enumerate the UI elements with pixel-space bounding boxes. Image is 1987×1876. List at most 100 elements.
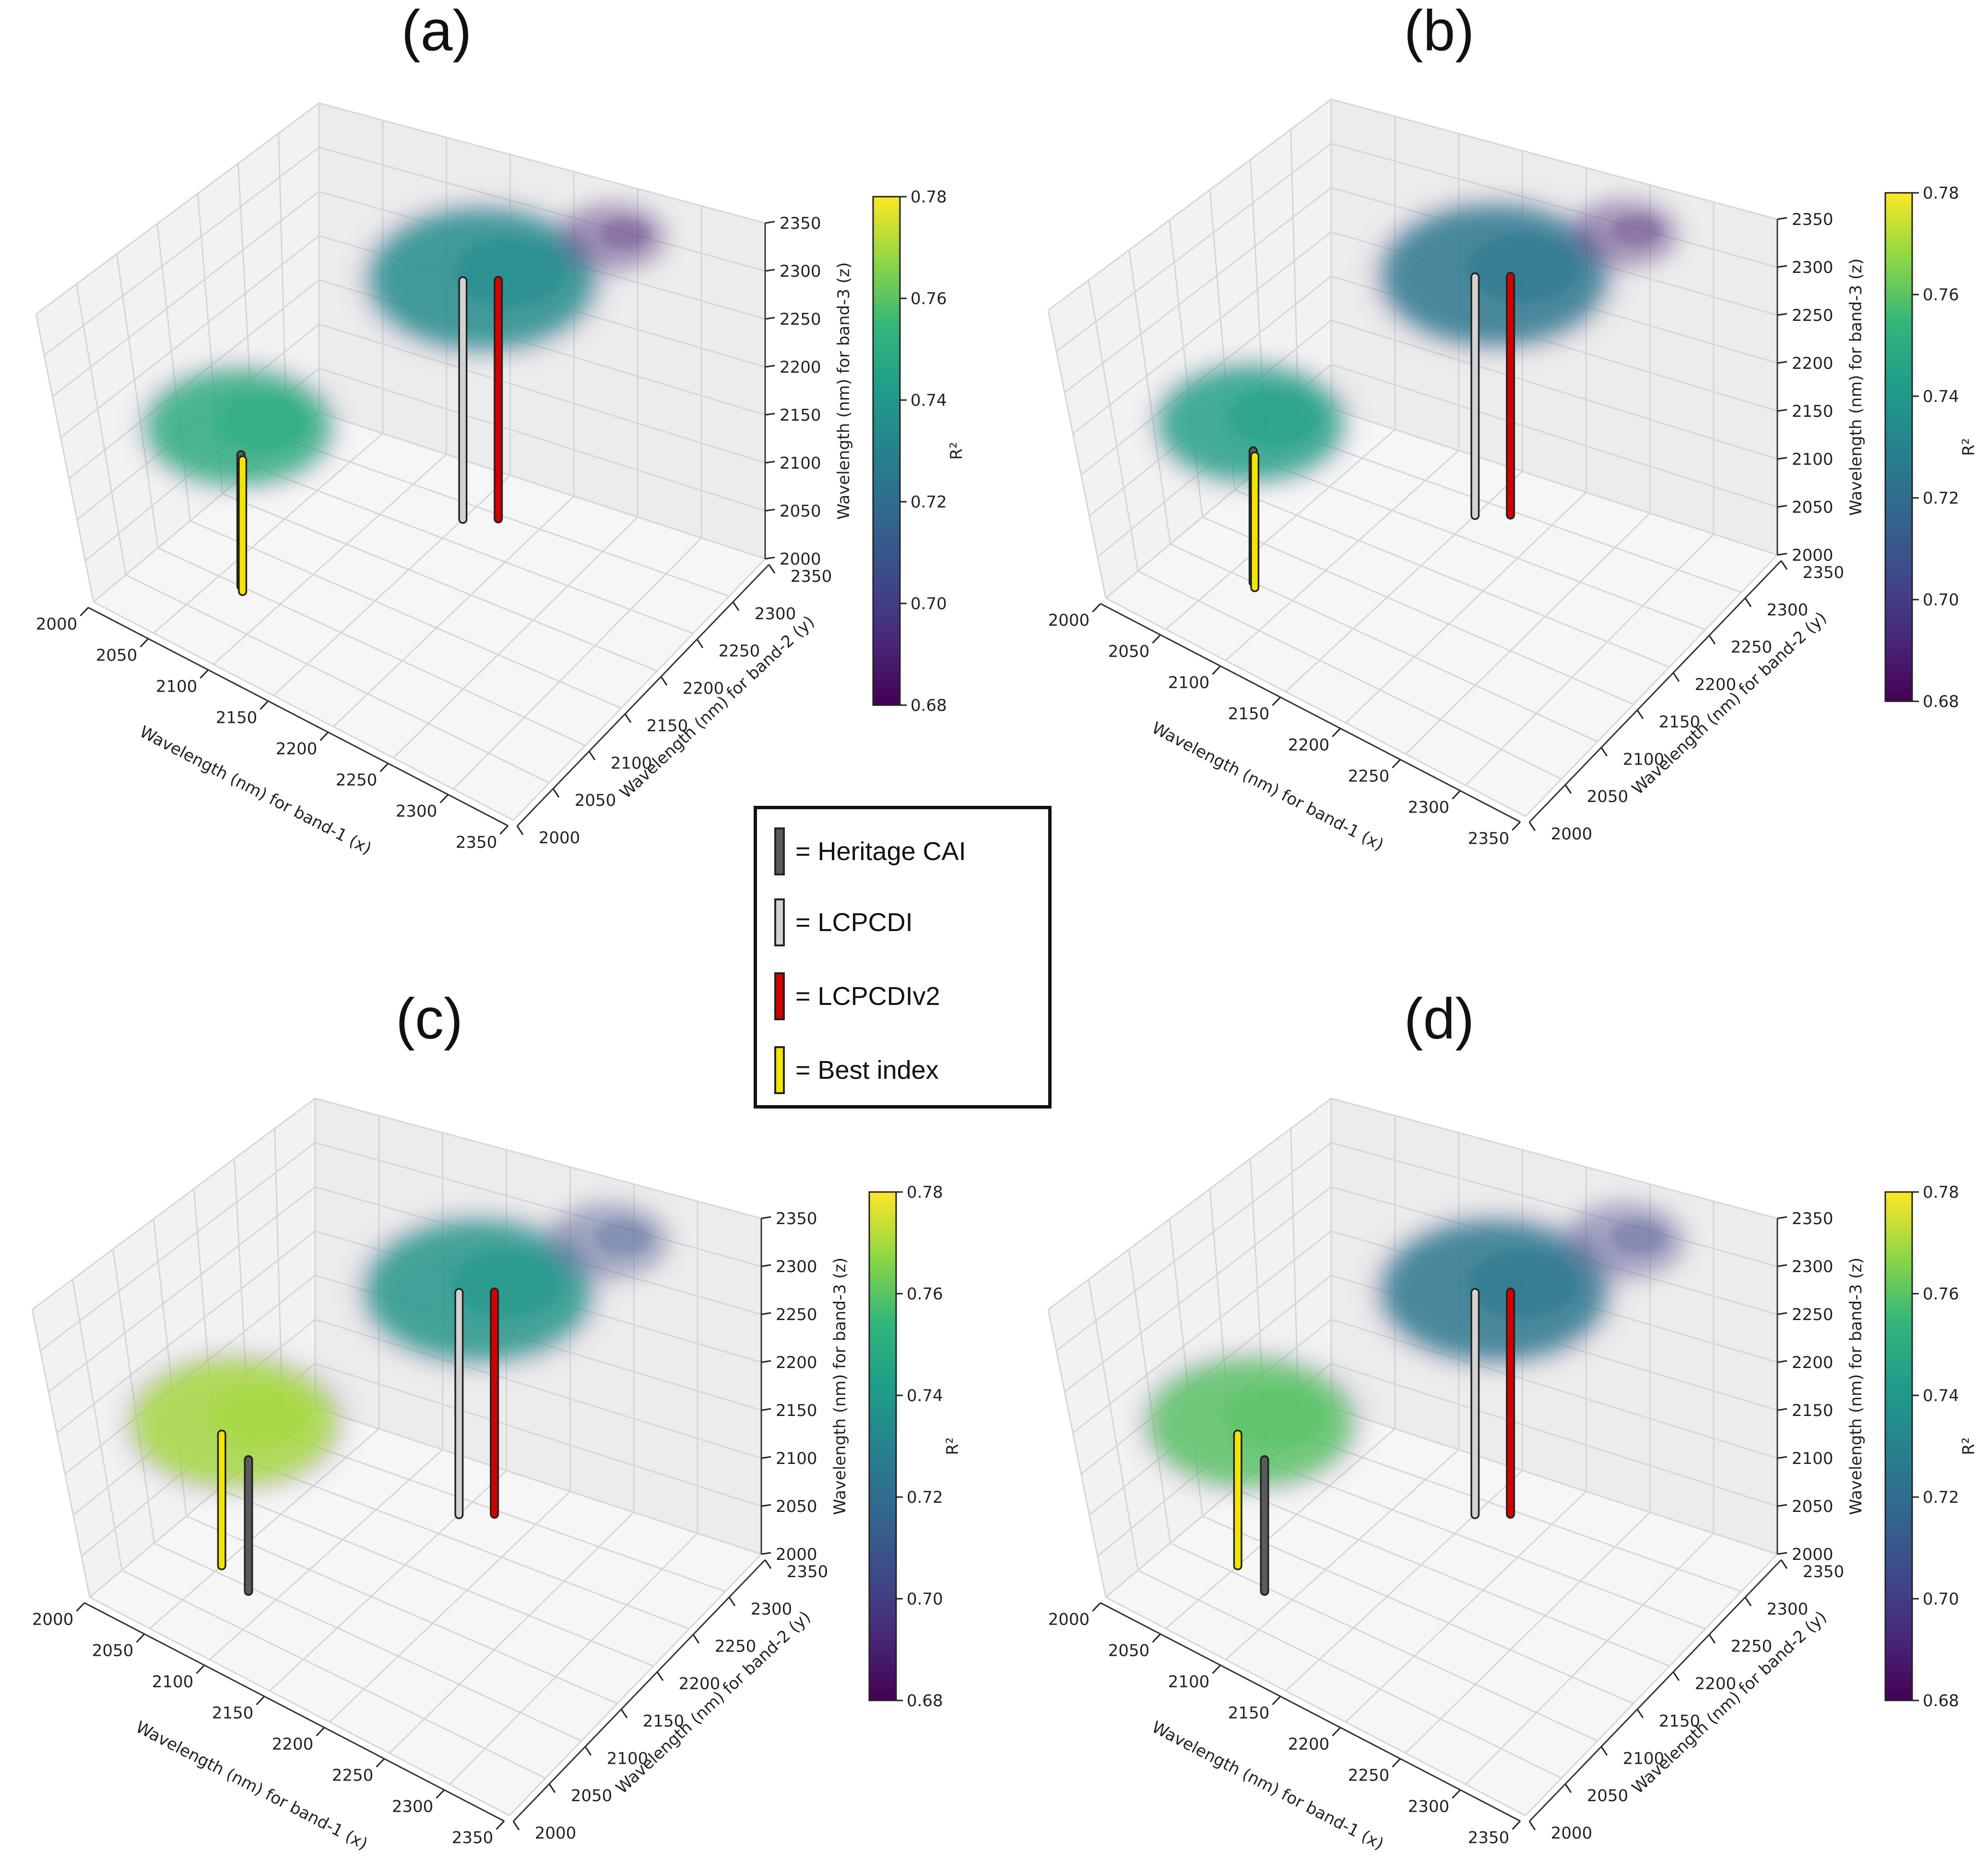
y-tick [768,564,776,574]
floor-gridline [213,454,447,665]
x-tick [1452,1789,1461,1799]
floor-gridline [125,574,550,784]
y-tick-label: 2100 [1623,750,1665,769]
colorbar-tick-label: 0.70 [907,1590,943,1609]
floor-gridline [1299,1434,1742,1593]
floor-gridline [93,601,514,821]
floor-gridline [1525,554,1778,817]
x-tick-label: 2050 [1108,1641,1150,1661]
floor-gridline [157,547,586,746]
x-tick [1332,1727,1341,1736]
x-tick [1212,1664,1221,1674]
floor-gridline [449,1533,698,1785]
x-tick-label: 2300 [396,802,438,821]
y-tick [1564,1783,1572,1793]
y-tick-label: 2200 [1695,1675,1737,1694]
floor-gridline [452,537,702,790]
y-tick [1744,1597,1752,1606]
y-tick [696,638,704,649]
z-tick [761,1552,771,1555]
y-tick [764,1559,772,1569]
legend-label-lcpcdiv2: = LCPCDIv2 [795,982,940,1011]
z-tick [765,413,775,416]
data-cluster-core [216,393,307,450]
x-tick [136,1633,145,1643]
x-tick [439,794,449,803]
floor-gridline [329,1491,571,1723]
y-tick-label: 2050 [571,1786,613,1805]
floor-gridline [315,1407,762,1555]
y-tick-label: 2150 [647,716,688,735]
floor-gridline [1285,471,1523,693]
floor-gridline [149,1428,379,1629]
z-tick [1777,265,1787,268]
floor-gridline [1331,408,1778,556]
floor-gridline [509,1553,762,1817]
y-tick-label: 2350 [791,567,832,586]
back-wall-gridline [319,323,766,464]
data-cluster-core [599,218,650,250]
z-tick [761,1312,771,1315]
back-wall-gridline [315,1097,762,1219]
y-tick-label: 2300 [751,1600,792,1619]
y-tick-label: 2350 [1803,563,1845,582]
colorbar-tick-label: 0.72 [911,493,947,512]
z-tick [761,1216,771,1219]
z-tick [1777,1408,1787,1411]
floor-gridline [389,1511,635,1754]
y-tick-label: 2250 [1731,1637,1773,1656]
floor-gridline [1234,489,1670,668]
data-cluster-core [450,1250,562,1319]
y-tick [1528,1821,1536,1830]
z-tick [1777,313,1787,316]
x-tick [140,638,149,648]
left-wall-gridline [1056,142,1332,352]
z-tick-label: 2000 [1792,1545,1833,1564]
z-tick [765,269,775,272]
floor-gridline [1405,1511,1651,1754]
x-tick [1332,728,1341,737]
x-axis-label: Wavelength (nm) for band-1 (x) [1148,719,1387,855]
colorbar-tick-label: 0.70 [1923,1590,1959,1609]
data-cluster-core [1610,1220,1667,1255]
floor-gridline [283,1434,726,1593]
y-tick [1780,1559,1788,1569]
x-tick [196,1664,205,1674]
y-axis-line [1528,560,1782,823]
colorbar [1884,1191,1913,1701]
left-wall-gridline [1064,1186,1332,1392]
floor-gridline [186,1515,618,1704]
x-tick-label: 2100 [156,677,198,696]
z-tick-label: 2350 [780,214,821,233]
x-tick-label: 2100 [1168,673,1210,693]
z-tick [1777,1504,1787,1507]
left-wall-gridline [1047,310,1107,599]
colorbar-tick-label: 0.74 [1923,387,1959,406]
left-wall-gridline [44,146,319,356]
x-tick-label: 2200 [272,1735,314,1754]
floor-gridline [1105,1596,1526,1817]
x-axis-label: Wavelength (nm) for band-1 (x) [132,1718,371,1854]
left-wall-gridline [116,254,159,548]
left-wall-gridline [1088,280,1139,571]
x-tick [379,763,389,772]
y-tick-label: 2200 [1695,675,1737,695]
legend-item-lcpcdi: = LCPCDI [774,898,913,946]
z-tick-label: 2100 [1792,1449,1833,1468]
left-wall-gridline [1064,187,1332,393]
x-tick-label: 2050 [96,646,138,665]
y-tick-label: 2050 [1587,787,1629,806]
z-tick [761,1264,771,1267]
x-tick-label: 2200 [276,740,318,759]
y-tick-label: 2250 [715,1637,757,1656]
floor-gridline [512,558,766,821]
x-tick [80,607,89,616]
colorbar-tick-label: 0.72 [907,1488,943,1507]
x-tick-label: 2200 [1288,1735,1330,1754]
z-axis-label: Wavelength (nm) for band-3 (z) [1846,1258,1866,1515]
y-tick [1564,784,1572,794]
y-tick-label: 2000 [539,828,580,848]
z-tick [1777,361,1787,364]
left-wall-gridline [35,314,95,602]
z-tick-label: 2000 [776,1545,817,1564]
